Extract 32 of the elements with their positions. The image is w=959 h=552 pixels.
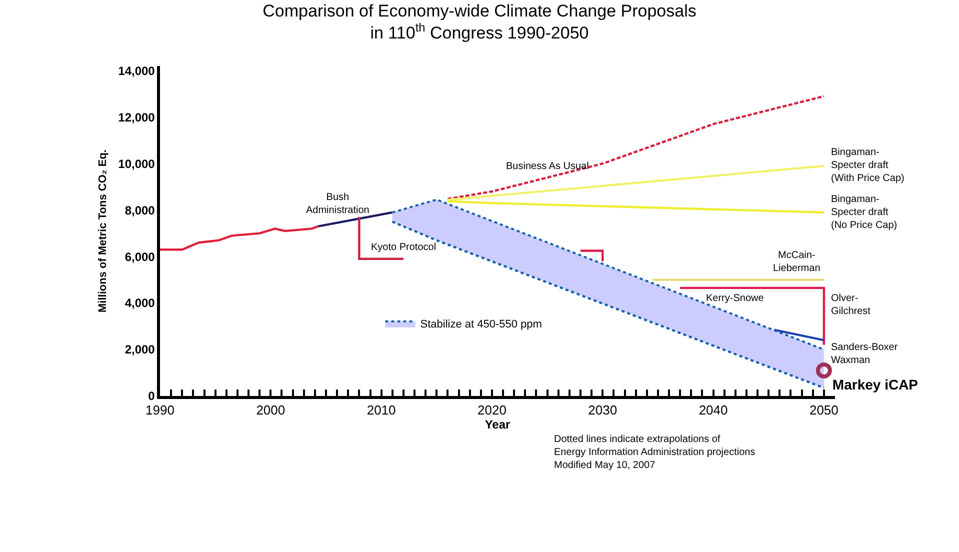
legend-label: Stabilize at 450-550 ppm — [420, 318, 542, 331]
annotation: Kerry-Snowe — [706, 293, 764, 304]
x-tick-label: 2020 — [478, 402, 506, 418]
x-tick-label: 2050 — [809, 402, 838, 418]
x-tick-label: 2010 — [366, 402, 396, 418]
annotation: McCain- Lieberman — [773, 250, 820, 274]
y-tick-label: 8,000 — [124, 203, 156, 218]
x-tick-label: 2030 — [588, 402, 618, 418]
text: Dotted lines indicate extrapolations of Energy Information Administration projections Modified May 10, 2007 — [554, 434, 756, 471]
annotation: Olver- Gilchrest — [831, 293, 871, 317]
annotation: Sanders-Boxer Waxman — [831, 342, 898, 366]
x-tick-label: 1990 — [146, 402, 174, 418]
annotation: Kyoto Protocol — [371, 242, 436, 253]
y-tick-label: 0 — [148, 389, 156, 404]
y-axis-title: Millions of Metric Tons CO₂ Eq. — [96, 150, 109, 312]
series-label: Markey iCAP — [832, 376, 918, 392]
annotation: Bingaman- Specter draft (No Price Cap) — [831, 194, 898, 231]
line-series — [446, 95, 826, 200]
y-tick-label: 2,000 — [124, 342, 156, 357]
x-axis-title: Year — [484, 417, 511, 432]
y-tick-label: 14,000 — [118, 64, 156, 78]
x-tick-label: 2000 — [256, 402, 286, 418]
chart-title: Comparison of Economy-wide Climate Change Proposals in 110$^{th}$ Congress 1990-2050 — [262, 2, 696, 43]
x-tick-label: 2040 — [698, 402, 728, 418]
annotation: Bingaman- Specter draft (With Price Cap) — [831, 147, 904, 184]
y-tick-label: 6,000 — [124, 250, 156, 264]
annotation: Bush Administration — [306, 192, 370, 216]
y-tick-label: 4,000 — [124, 296, 156, 310]
annotation: Business As Usual — [506, 161, 589, 172]
line-series — [160, 225, 320, 251]
y-tick-label: 10,000 — [118, 156, 156, 171]
y-tick-label: 12,000 — [118, 110, 156, 124]
